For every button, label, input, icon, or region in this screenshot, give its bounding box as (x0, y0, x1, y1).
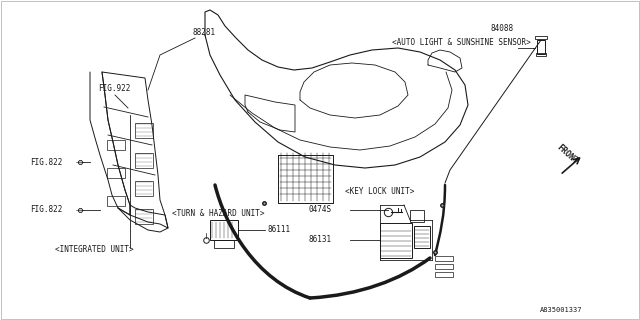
Bar (380, 223, 412, 258)
Text: FRONT: FRONT (555, 143, 580, 167)
Text: <INTEGRATED UNIT>: <INTEGRATED UNIT> (55, 245, 134, 254)
Text: FIG.922: FIG.922 (98, 84, 131, 92)
Text: 0474S: 0474S (308, 205, 331, 214)
Text: 86111: 86111 (267, 226, 290, 235)
Bar (435, 272, 453, 277)
Bar (435, 264, 453, 269)
Bar (536, 53, 546, 56)
Text: <TURN & HAZARD UNIT>: <TURN & HAZARD UNIT> (172, 209, 264, 218)
Bar (135, 209, 153, 224)
Bar (135, 123, 153, 138)
Text: FIG.822: FIG.822 (30, 157, 62, 166)
Bar (107, 168, 125, 178)
Bar (135, 153, 153, 168)
Text: <KEY LOCK UNIT>: <KEY LOCK UNIT> (345, 188, 414, 196)
Text: 84088: 84088 (490, 23, 513, 33)
Bar (535, 36, 547, 39)
Bar (537, 40, 545, 54)
Bar (135, 181, 153, 196)
Bar (414, 226, 430, 248)
Bar (107, 196, 125, 206)
Text: 88281: 88281 (192, 28, 215, 36)
Bar (435, 256, 453, 261)
Bar (107, 140, 125, 150)
Text: 86131: 86131 (308, 236, 331, 244)
Bar (214, 240, 234, 248)
Text: A835001337: A835001337 (540, 307, 582, 313)
Text: FIG.822: FIG.822 (30, 205, 62, 214)
Bar (410, 210, 424, 222)
Text: <AUTO LIGHT & SUNSHINE SENSOR>: <AUTO LIGHT & SUNSHINE SENSOR> (392, 37, 531, 46)
Bar (210, 220, 238, 240)
